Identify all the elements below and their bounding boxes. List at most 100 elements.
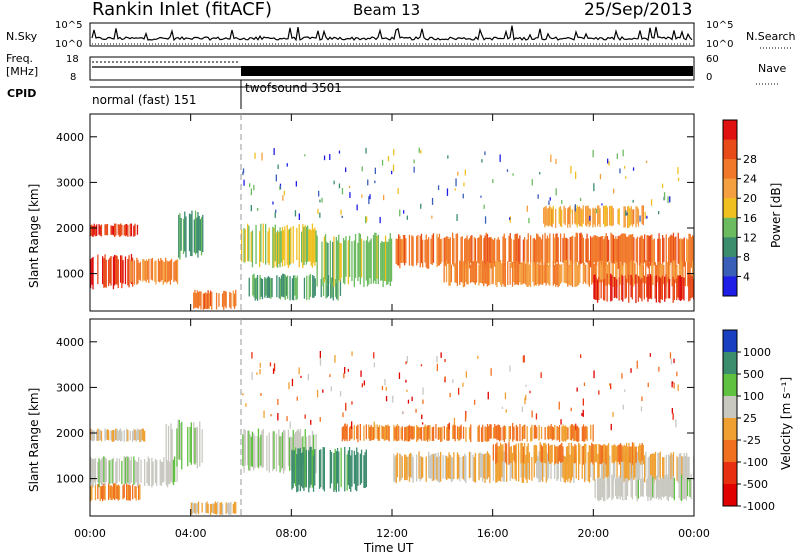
heatmap-cell	[543, 207, 545, 224]
heatmap-cell	[628, 274, 630, 303]
heatmap-cell	[628, 234, 630, 269]
heatmap-speckle	[671, 381, 673, 388]
heatmap-cell	[568, 455, 570, 479]
heatmap-cell	[641, 478, 643, 497]
heatmap-cell	[540, 260, 542, 285]
heatmap-cell	[182, 218, 185, 254]
heatmap-speckle	[318, 190, 320, 197]
heatmap-cell	[641, 262, 643, 283]
heatmap-cell	[123, 456, 125, 486]
heatmap-cell	[598, 237, 600, 264]
freq-right-tick-low: 0	[706, 72, 712, 83]
heatmap-cell	[305, 449, 307, 488]
heatmap-speckle	[646, 215, 648, 219]
heatmap-cell	[105, 458, 107, 482]
heatmap-cell	[561, 264, 563, 283]
heatmap-cell	[515, 233, 517, 263]
heatmap-speckle	[249, 183, 251, 188]
heatmap-cell	[345, 426, 347, 440]
heatmap-cell	[474, 238, 477, 264]
heatmap-cell	[480, 427, 483, 442]
heatmap-cell	[315, 230, 317, 262]
heatmap-speckle	[345, 402, 347, 411]
heatmap-cell	[259, 231, 261, 267]
heatmap-cell	[561, 442, 563, 463]
heatmap-cell	[230, 292, 232, 309]
heatmap-cell	[471, 235, 473, 267]
heatmap-cell	[298, 448, 300, 485]
power-colorbar-segment	[723, 178, 737, 199]
heatmap-cell	[652, 261, 654, 285]
heatmap-cell	[498, 452, 501, 481]
heatmap-cell	[94, 457, 97, 486]
velocity-colorbar-label: Velocity [m s⁻¹]	[779, 377, 793, 470]
heatmap-cell	[179, 213, 181, 260]
heatmap-cell	[134, 429, 136, 441]
heatmap-speckle	[259, 362, 261, 368]
heatmap-cell	[130, 456, 133, 483]
heatmap-cell	[160, 461, 163, 486]
power-ylabel: Slant Range [km]	[27, 184, 41, 288]
heatmap-cell	[281, 432, 284, 469]
heatmap-cell	[681, 456, 683, 481]
heatmap-cell	[517, 261, 520, 286]
freq-left-label-line2: [MHz]	[6, 65, 38, 78]
heatmap-cell	[201, 429, 203, 463]
heatmap-cell	[592, 452, 594, 480]
heatmap-speckle	[661, 183, 664, 189]
heatmap-cell	[139, 484, 141, 500]
heatmap-cell	[516, 263, 518, 285]
heatmap-cell	[598, 477, 600, 502]
heatmap-cell	[501, 263, 503, 287]
heatmap-cell	[614, 478, 617, 496]
heatmap-speckle	[286, 163, 288, 167]
heatmap-cell	[634, 263, 636, 285]
heatmap-cell	[673, 477, 675, 501]
heatmap-cell	[381, 241, 383, 281]
heatmap-cell	[621, 444, 623, 462]
heatmap-speckle	[392, 395, 394, 403]
heatmap-cell	[304, 225, 306, 262]
power-colorbar-segment	[723, 217, 737, 238]
heatmap-cell	[102, 485, 104, 502]
heatmap-cell	[322, 277, 325, 297]
heatmap-cell	[650, 275, 653, 300]
heatmap-speckle	[455, 178, 457, 187]
heatmap-speckle	[399, 209, 401, 217]
heatmap-cell	[483, 263, 485, 287]
heatmap-cell	[279, 278, 282, 300]
heatmap-cell	[609, 206, 611, 226]
heatmap-cell	[495, 453, 497, 483]
heatmap-speckle	[250, 188, 252, 196]
power-colorbar-tick-label: 4	[743, 270, 750, 283]
heatmap-cell	[659, 264, 661, 287]
heatmap-cell	[554, 451, 556, 479]
heatmap-cell	[353, 240, 355, 287]
heatmap-cell	[515, 260, 517, 285]
heatmap-cell	[151, 258, 154, 281]
heatmap-speckle	[342, 412, 344, 418]
heatmap-cell	[604, 476, 606, 502]
heatmap-cell	[579, 444, 581, 465]
velocity-colorbar-segment	[723, 484, 737, 507]
heatmap-cell	[489, 455, 491, 484]
heatmap-cell	[629, 262, 631, 285]
heatmap-cell	[635, 274, 637, 303]
heatmap-speckle	[570, 407, 572, 412]
heatmap-cell	[235, 289, 237, 307]
heatmap-speckle	[345, 167, 347, 173]
heatmap-cell	[614, 453, 616, 479]
heatmap-cell	[641, 443, 643, 461]
heatmap-cell	[495, 425, 497, 439]
heatmap-cell	[452, 457, 454, 481]
heatmap-cell	[497, 457, 499, 481]
heatmap-cell	[521, 442, 523, 465]
heatmap-cell	[90, 486, 92, 502]
heatmap-cell	[611, 205, 613, 227]
power-colorbar-frame	[722, 119, 738, 297]
heatmap-speckle	[492, 179, 494, 184]
heatmap-cell	[92, 458, 94, 488]
heatmap-cell	[466, 260, 468, 285]
heatmap-cell	[394, 456, 396, 483]
